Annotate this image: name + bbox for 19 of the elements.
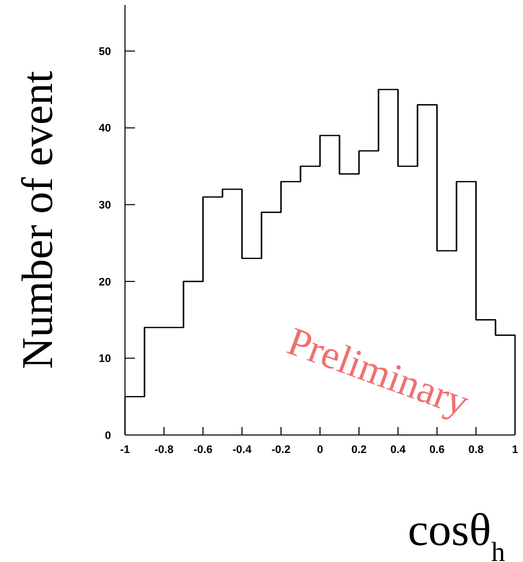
x-tick-label: -0.4 — [232, 444, 252, 456]
y-tick-label: 50 — [98, 46, 111, 58]
y-tick-label: 0 — [104, 430, 111, 442]
x-tick-label: 0.6 — [429, 444, 445, 456]
x-tick-label: 0.8 — [468, 444, 484, 456]
y-tick-label: 40 — [98, 122, 111, 135]
y-tick-label: 20 — [98, 276, 111, 288]
y-tick-label: 10 — [98, 353, 111, 366]
x-tick-label: -1 — [120, 444, 130, 456]
y-tick-label: 30 — [98, 199, 111, 212]
x-tick-label: -0.6 — [194, 444, 212, 456]
x-tick-label: 0.4 — [390, 444, 407, 456]
y-axis-title: Number of event — [13, 70, 62, 370]
x-tick-label: 1 — [512, 444, 518, 456]
x-axis-title: cosθ$_{h}$ — [408, 504, 506, 562]
x-tick-label: 0 — [316, 444, 324, 456]
x-tick-label: -0.2 — [272, 444, 290, 456]
x-tick-label: 0.2 — [351, 444, 367, 456]
x-tick-label: -0.8 — [154, 444, 174, 456]
